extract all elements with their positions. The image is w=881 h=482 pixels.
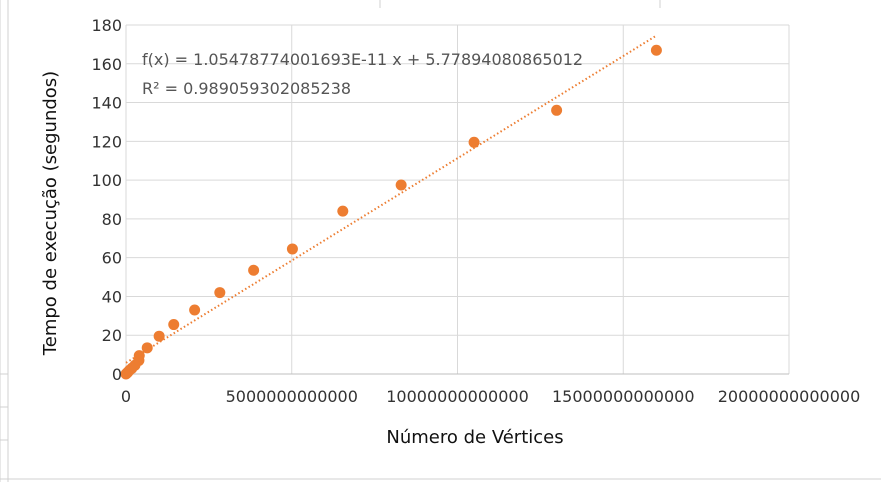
data-point	[337, 205, 349, 217]
data-point	[650, 44, 662, 56]
data-point	[551, 104, 563, 116]
data-points	[120, 44, 662, 380]
x-tick-label: 20000000000000	[718, 387, 861, 406]
data-point	[248, 264, 260, 276]
y-tick-label: 180	[91, 16, 122, 35]
y-tick-label: 60	[102, 249, 122, 268]
trendline-equation-label: f(x) = 1.05478774001693E-11 x + 5.778940…	[142, 50, 583, 69]
y-tick-label: 40	[102, 287, 122, 306]
y-tick-label: 100	[91, 171, 122, 190]
data-point	[153, 330, 165, 342]
data-point	[168, 319, 180, 331]
data-point	[395, 179, 407, 191]
y-tick-label: 20	[102, 326, 122, 345]
x-tick-label: 10000000000000	[386, 387, 529, 406]
chart-axes	[125, 25, 789, 375]
data-point	[286, 243, 298, 255]
y-tick-label: 140	[91, 94, 122, 113]
x-tick-label: 15000000000000	[552, 387, 695, 406]
x-tick-label: 0	[121, 387, 131, 406]
data-point	[189, 304, 201, 316]
x-axis-title: Número de Vértices	[386, 427, 563, 448]
data-point	[133, 350, 145, 362]
data-point	[214, 287, 226, 299]
tick-labels: 0 20 40 60 80 100 120 140 160 180 0 5000000000000 10…	[91, 16, 860, 406]
trendline-r2-label: R² = 0.989059302085238	[142, 79, 351, 98]
chart-gridlines	[126, 24, 790, 374]
y-axis-title: Tempo de execução (segundos)	[40, 71, 61, 356]
y-tick-label: 0	[112, 365, 122, 384]
data-point	[141, 342, 153, 354]
data-point	[468, 136, 480, 148]
y-tick-label: 80	[102, 210, 122, 229]
y-tick-label: 160	[91, 55, 122, 74]
x-tick-label: 5000000000000	[226, 387, 358, 406]
y-tick-label: 120	[91, 132, 122, 151]
